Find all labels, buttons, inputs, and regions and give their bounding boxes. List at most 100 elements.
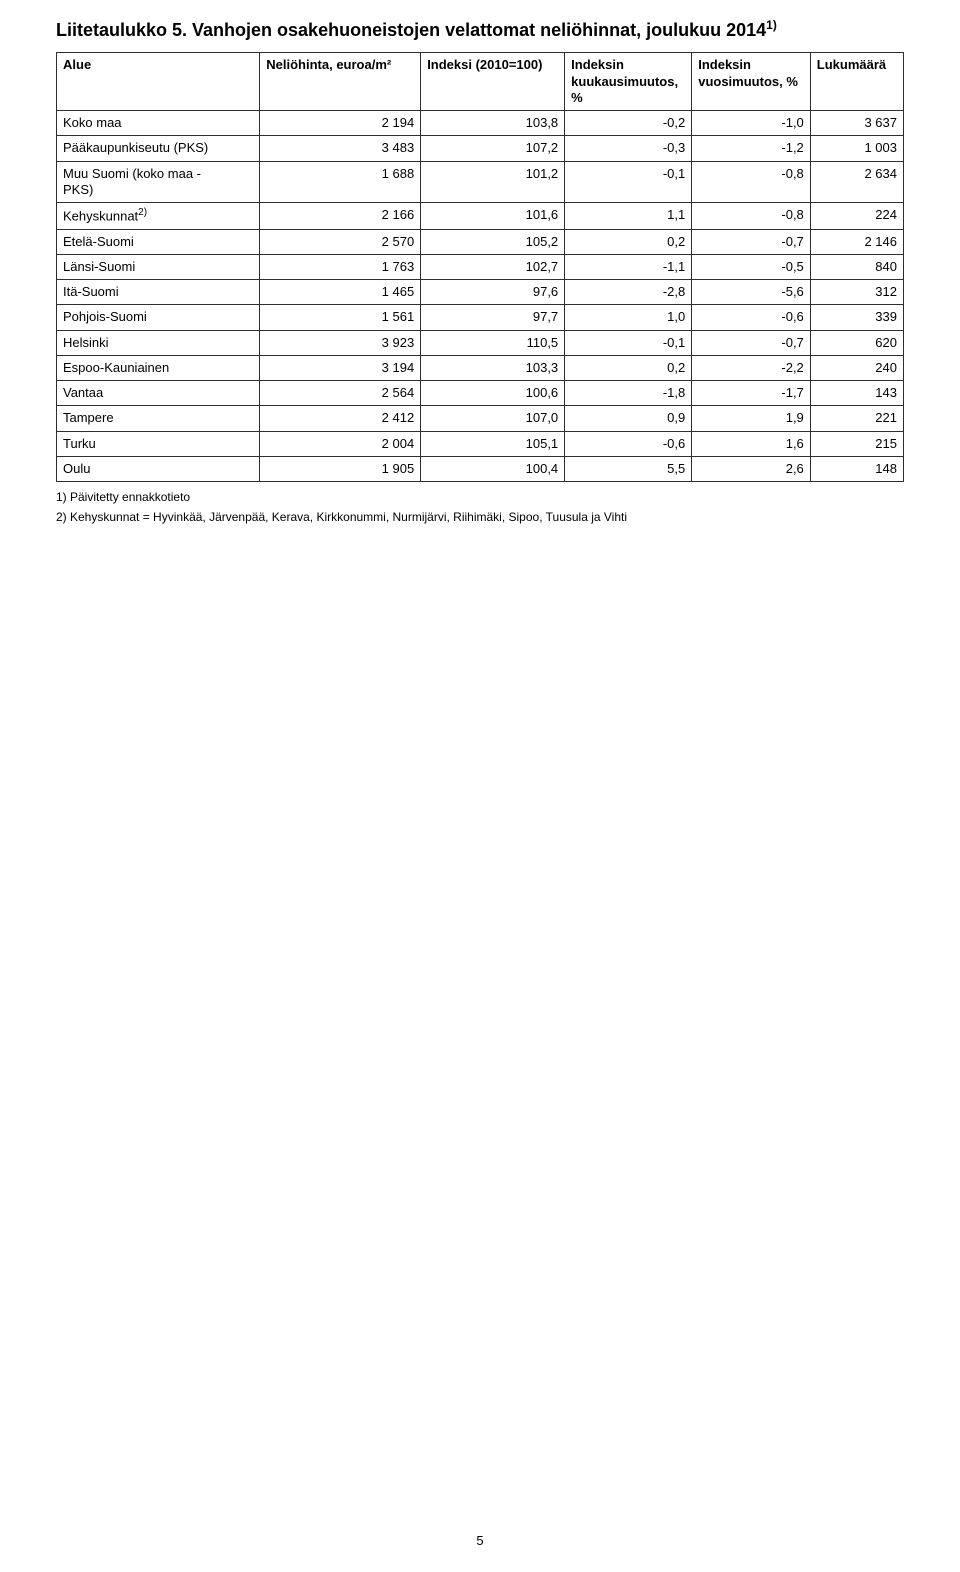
table-row: Espoo-Kauniainen3 194103,30,2-2,2240 xyxy=(57,355,904,380)
row-label: Muu Suomi (koko maa - PKS) xyxy=(57,161,260,203)
table-cell: 143 xyxy=(810,381,903,406)
table-cell: 1,0 xyxy=(565,305,692,330)
row-label: Oulu xyxy=(57,456,260,481)
col-header-lukumaara: Lukumäärä xyxy=(810,53,903,111)
row-label: Espoo-Kauniainen xyxy=(57,355,260,380)
table-body: Koko maa2 194103,8-0,2-1,03 637Pääkaupun… xyxy=(57,111,904,482)
table-cell: 101,6 xyxy=(421,203,565,230)
table-cell: 3 923 xyxy=(260,330,421,355)
table-cell: 3 637 xyxy=(810,111,903,136)
row-label: Länsi-Suomi xyxy=(57,254,260,279)
row-label-text: Oulu xyxy=(63,461,90,476)
table-cell: 2 004 xyxy=(260,431,421,456)
table-cell: 240 xyxy=(810,355,903,380)
table-cell: 0,2 xyxy=(565,229,692,254)
row-label-text: Kehyskunnat xyxy=(63,208,138,223)
table-cell: 0,2 xyxy=(565,355,692,380)
table-row: Oulu1 905100,45,52,6148 xyxy=(57,456,904,481)
col-header-alue: Alue xyxy=(57,53,260,111)
title-superscript: 1) xyxy=(766,18,777,32)
page: Liitetaulukko 5. Vanhojen osakehuoneisto… xyxy=(0,0,960,1572)
table-cell: -1,2 xyxy=(692,136,811,161)
row-label: Turku xyxy=(57,431,260,456)
table-cell: 840 xyxy=(810,254,903,279)
table-row: Itä-Suomi1 46597,6-2,8-5,6312 xyxy=(57,280,904,305)
row-label-text: Vantaa xyxy=(63,385,103,400)
table-cell: 1 905 xyxy=(260,456,421,481)
title-text: Liitetaulukko 5. Vanhojen osakehuoneisto… xyxy=(56,20,766,40)
table-cell: 2 166 xyxy=(260,203,421,230)
table-cell: 1,6 xyxy=(692,431,811,456)
table-cell: 100,6 xyxy=(421,381,565,406)
table-cell: 97,7 xyxy=(421,305,565,330)
table-cell: 1 561 xyxy=(260,305,421,330)
table-cell: 224 xyxy=(810,203,903,230)
table-cell: 221 xyxy=(810,406,903,431)
row-label-text: Pohjois-Suomi xyxy=(63,309,147,324)
table-cell: -0,8 xyxy=(692,161,811,203)
table-cell: -1,0 xyxy=(692,111,811,136)
row-label-text: Länsi-Suomi xyxy=(63,259,135,274)
table-cell: 102,7 xyxy=(421,254,565,279)
table-cell: 2,6 xyxy=(692,456,811,481)
table-cell: -0,2 xyxy=(565,111,692,136)
table-cell: 2 634 xyxy=(810,161,903,203)
table-row: Pääkaupunkiseutu (PKS) 3 483107,2-0,3-1,2… xyxy=(57,136,904,161)
table-cell: 1 763 xyxy=(260,254,421,279)
table-header-row: Alue Neliöhinta, euroa/m² Indeksi (2010=… xyxy=(57,53,904,111)
table-cell: 3 483 xyxy=(260,136,421,161)
table-row: Helsinki3 923110,5-0,1-0,7620 xyxy=(57,330,904,355)
table-row: Koko maa2 194103,8-0,2-1,03 637 xyxy=(57,111,904,136)
table-cell: 1 465 xyxy=(260,280,421,305)
table-cell: 2 194 xyxy=(260,111,421,136)
col-header-neliohinta: Neliöhinta, euroa/m² xyxy=(260,53,421,111)
row-label-text: Itä-Suomi xyxy=(63,284,119,299)
data-table: Alue Neliöhinta, euroa/m² Indeksi (2010=… xyxy=(56,52,904,482)
table-cell: -1,8 xyxy=(565,381,692,406)
table-cell: 105,2 xyxy=(421,229,565,254)
table-row: Pohjois-Suomi1 56197,71,0-0,6339 xyxy=(57,305,904,330)
table-row: Länsi-Suomi1 763102,7-1,1-0,5840 xyxy=(57,254,904,279)
footnotes: 1) Päivitetty ennakkotieto 2) Kehyskunna… xyxy=(56,488,904,526)
table-header: Alue Neliöhinta, euroa/m² Indeksi (2010=… xyxy=(57,53,904,111)
row-label-superscript: 2) xyxy=(138,207,147,218)
table-cell: 103,3 xyxy=(421,355,565,380)
row-label: Tampere xyxy=(57,406,260,431)
footnote-1: 1) Päivitetty ennakkotieto xyxy=(56,488,904,506)
table-cell: -0,3 xyxy=(565,136,692,161)
row-label: Helsinki xyxy=(57,330,260,355)
row-label-text: Tampere xyxy=(63,410,114,425)
page-number: 5 xyxy=(0,1533,960,1548)
table-cell: -0,1 xyxy=(565,161,692,203)
table-cell: -0,1 xyxy=(565,330,692,355)
table-cell: 215 xyxy=(810,431,903,456)
table-cell: 1 003 xyxy=(810,136,903,161)
table-cell: -2,8 xyxy=(565,280,692,305)
row-label-text: Muu Suomi (koko maa - PKS) xyxy=(63,166,201,197)
row-label: Etelä-Suomi xyxy=(57,229,260,254)
table-cell: 0,9 xyxy=(565,406,692,431)
row-label-text: Pääkaupunkiseutu (PKS) xyxy=(63,140,208,155)
table-cell: -0,6 xyxy=(692,305,811,330)
table-row: Vantaa2 564100,6-1,8-1,7143 xyxy=(57,381,904,406)
table-cell: 107,2 xyxy=(421,136,565,161)
table-cell: -0,6 xyxy=(565,431,692,456)
table-cell: -0,7 xyxy=(692,229,811,254)
row-label: Koko maa xyxy=(57,111,260,136)
table-row: Muu Suomi (koko maa - PKS)1 688101,2-0,1… xyxy=(57,161,904,203)
table-cell: 1,9 xyxy=(692,406,811,431)
table-cell: 2 146 xyxy=(810,229,903,254)
table-cell: 105,1 xyxy=(421,431,565,456)
footnote-2: 2) Kehyskunnat = Hyvinkää, Järvenpää, Ke… xyxy=(56,508,904,526)
table-cell: 5,5 xyxy=(565,456,692,481)
row-label: Pääkaupunkiseutu (PKS) xyxy=(57,136,260,161)
table-cell: -1,7 xyxy=(692,381,811,406)
table-cell: 2 570 xyxy=(260,229,421,254)
table-cell: -0,5 xyxy=(692,254,811,279)
row-label-text: Etelä-Suomi xyxy=(63,234,134,249)
col-header-indeksi: Indeksi (2010=100) xyxy=(421,53,565,111)
table-cell: 1 688 xyxy=(260,161,421,203)
row-label-text: Turku xyxy=(63,436,96,451)
row-label: Itä-Suomi xyxy=(57,280,260,305)
table-cell: 2 412 xyxy=(260,406,421,431)
